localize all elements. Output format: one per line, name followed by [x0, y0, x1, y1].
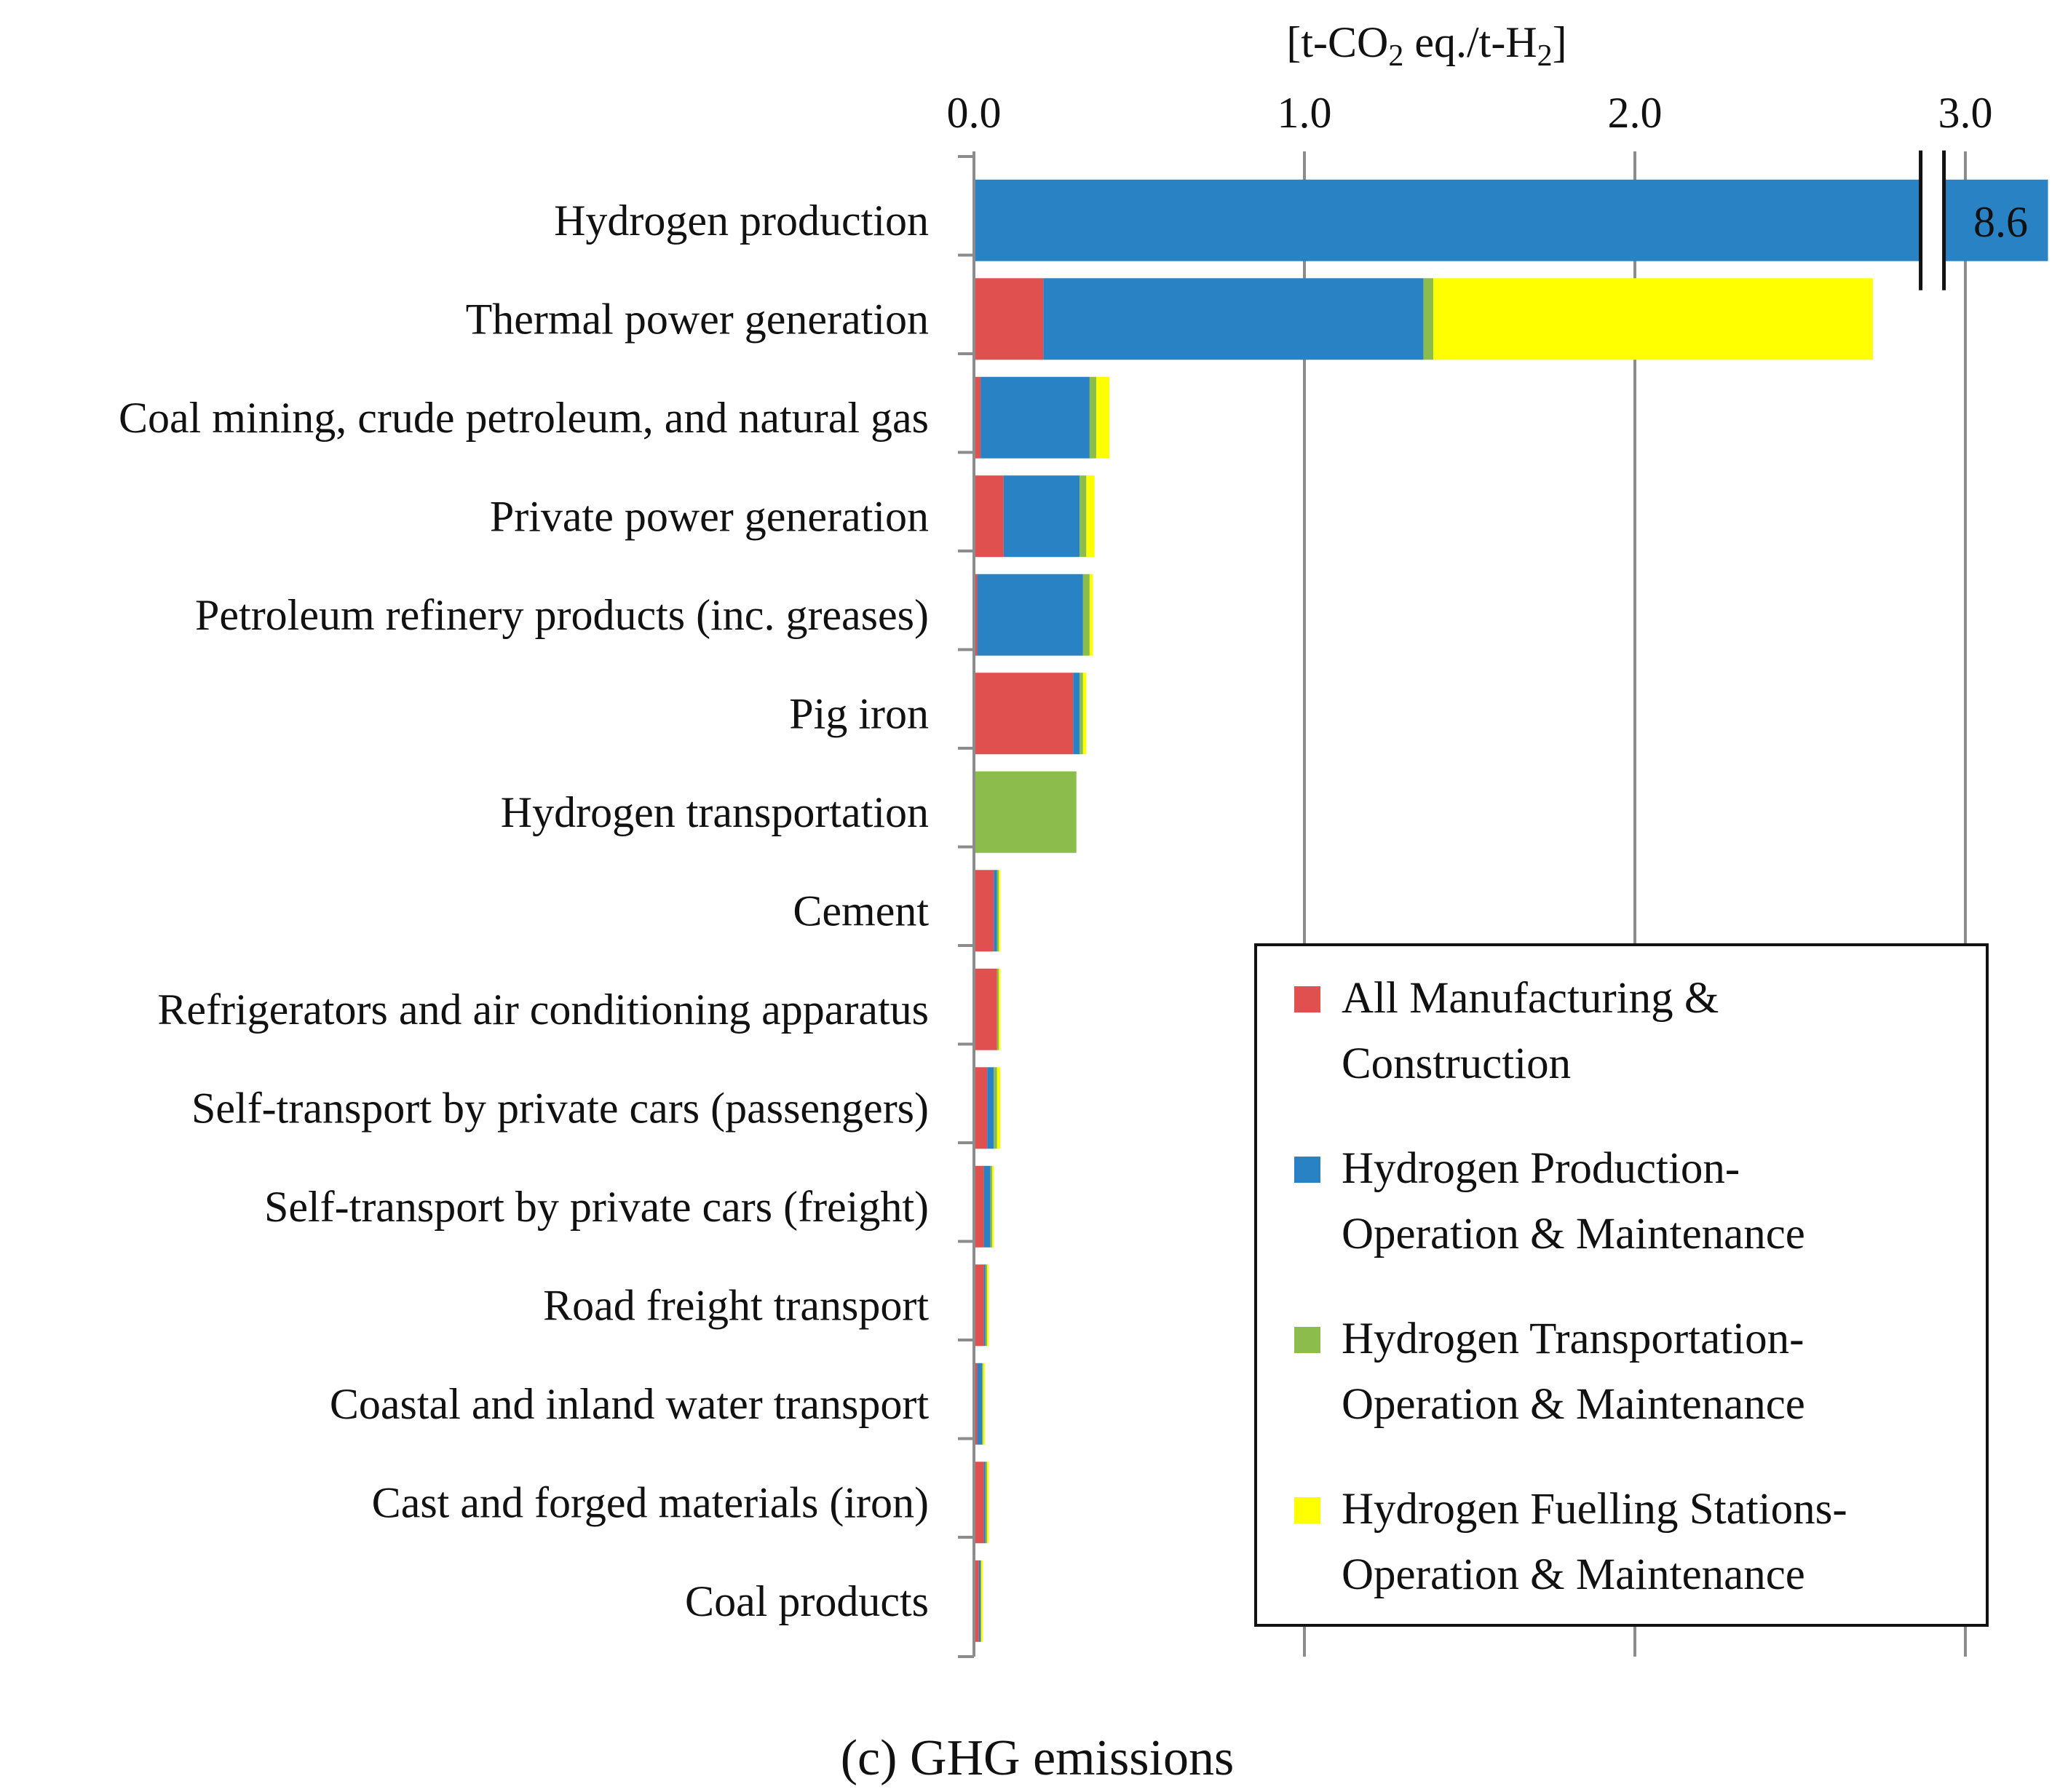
x-tick-label: 2.0 [1608, 89, 1663, 137]
bar-segment [982, 1363, 983, 1445]
legend-label: Hydrogen Transportation- [1342, 1315, 1804, 1363]
category-label: Private power generation [490, 492, 929, 540]
bar-segment [985, 1264, 988, 1347]
legend-swatch [1294, 1157, 1320, 1183]
bar-segment [991, 1165, 994, 1248]
bar-segment [1079, 475, 1087, 558]
bar-segment [974, 1165, 984, 1248]
bar-segment [985, 1462, 988, 1544]
bar-segment [983, 1363, 985, 1445]
bar-segment [977, 574, 1083, 656]
chart-caption: (c) GHG emissions [841, 1730, 1234, 1786]
bar-segment [1073, 673, 1080, 755]
bar-segment [974, 1363, 978, 1445]
legend-label: Hydrogen Fuelling Stations- [1342, 1485, 1847, 1534]
category-label: Petroleum refinery products (inc. grease… [195, 591, 929, 639]
legend-swatch [1294, 1497, 1320, 1523]
bar-segment [997, 870, 999, 952]
unit-label: [t-CO2 eq./t-H2] [1286, 18, 1566, 73]
legend-label: All Manufacturing & [1342, 974, 1719, 1023]
bar-segment [994, 870, 997, 952]
bar-segment [974, 376, 981, 459]
bar-segment [974, 968, 997, 1050]
bar-segment [994, 1067, 997, 1149]
bar-segment [1423, 278, 1434, 360]
bar-segment [987, 1067, 994, 1149]
category-label: Pig iron [789, 689, 929, 737]
bar-segment [974, 673, 1074, 755]
bar-segment [980, 376, 1090, 459]
legend-label: Hydrogen Production- [1342, 1144, 1740, 1193]
category-label: Refrigerators and air conditioning appar… [157, 986, 929, 1034]
bar-segment [980, 1560, 983, 1642]
legend-box [1254, 943, 1989, 1627]
x-tick-label: 0.0 [947, 89, 1002, 137]
bar-segment [974, 179, 2048, 261]
bar-segment [974, 1462, 984, 1544]
bar-segment [974, 870, 994, 952]
category-label: Hydrogen transportation [501, 788, 929, 836]
bars-layer [974, 150, 2048, 1642]
bar-segment [1043, 278, 1424, 360]
bar-segment [1086, 475, 1095, 558]
bar-segment [1003, 475, 1080, 558]
category-label: Cement [793, 887, 929, 935]
bar-segment [997, 968, 999, 1050]
category-label: Coal mining, crude petroleum, and natura… [119, 394, 929, 442]
bar-segment [999, 968, 1001, 1050]
bar-segment [978, 1560, 981, 1642]
bar-segment [1082, 673, 1087, 755]
bar-segment [974, 475, 1004, 558]
bar-segment [974, 574, 978, 656]
bar-segment [974, 1264, 984, 1347]
bar-segment [990, 1165, 992, 1248]
category-label: Coal products [685, 1577, 929, 1625]
legend: All Manufacturing & Construction Hydrogen … [1254, 943, 1989, 1627]
bar-segment [1089, 376, 1096, 459]
bar-segment [999, 870, 1001, 952]
bar-segment [1079, 673, 1083, 755]
category-label: Thermal power generation [466, 295, 929, 343]
x-tick-label: 3.0 [1938, 89, 1993, 137]
bar-segment [974, 1560, 979, 1642]
bar-segment [1096, 376, 1110, 459]
bar-segment [983, 1264, 986, 1347]
category-label: Hydrogen production [554, 197, 929, 245]
legend-label: Operation & Maintenance [1342, 1550, 1805, 1599]
legend-swatch [1294, 1327, 1320, 1353]
bar-segment [1433, 278, 1873, 360]
category-label: Road freight transport [543, 1281, 929, 1329]
bar-segment [974, 278, 1044, 360]
category-label: Cast and forged materials (iron) [372, 1478, 929, 1526]
bar-segment [1082, 574, 1090, 656]
bar-segment [974, 771, 1077, 853]
category-label: Coastal and inland water transport [330, 1380, 929, 1428]
bar-segment [983, 1165, 991, 1248]
bar-segment [987, 1462, 989, 1544]
bar-segment [980, 1560, 981, 1642]
category-label: Self-transport by private cars (freight) [264, 1183, 929, 1231]
category-label: Self-transport by private cars (passenge… [191, 1084, 929, 1132]
legend-label: Operation & Maintenance [1342, 1380, 1805, 1429]
labels-layer: 0.0 1.0 2.0 3.0 Hydrogen production 8.6 Therma… [119, 89, 2028, 1625]
legend-label: Operation & Maintenance [1342, 1210, 1805, 1258]
bar-segment [987, 1264, 989, 1347]
bar-segment [1089, 574, 1093, 656]
bar-segment [997, 1067, 1001, 1149]
bar-segment [983, 1462, 986, 1544]
axis-break-gap [1920, 150, 1944, 290]
x-tick-label: 1.0 [1277, 89, 1332, 137]
bar-segment [977, 1363, 983, 1445]
legend-label: Construction [1342, 1039, 1571, 1088]
legend-swatch [1294, 986, 1320, 1012]
bar-segment [974, 1067, 988, 1149]
bar-value-label: 8.6 [1973, 198, 2028, 246]
axis-layer [958, 151, 1967, 1658]
